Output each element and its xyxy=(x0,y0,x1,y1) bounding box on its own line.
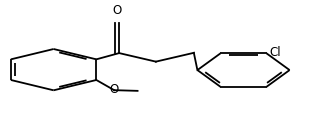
Text: O: O xyxy=(110,83,119,96)
Text: Cl: Cl xyxy=(269,46,281,59)
Text: O: O xyxy=(112,4,122,17)
